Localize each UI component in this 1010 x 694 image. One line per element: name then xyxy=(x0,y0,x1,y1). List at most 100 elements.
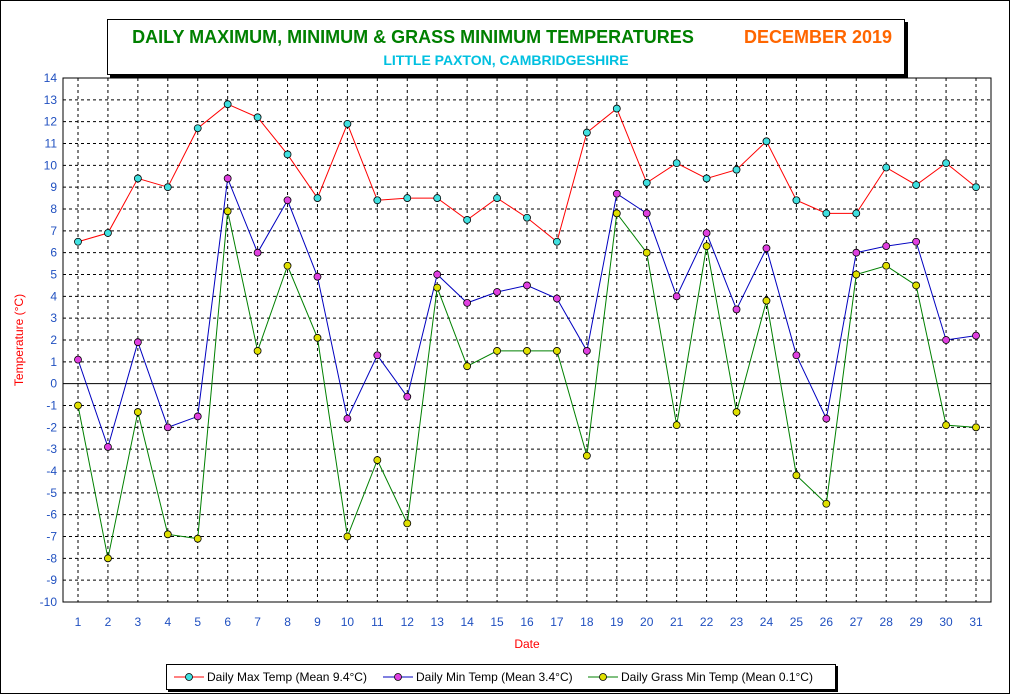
data-point xyxy=(672,421,681,430)
data-point xyxy=(553,294,561,303)
x-tick-label: 5 xyxy=(194,615,201,629)
data-point xyxy=(343,119,352,128)
x-tick-label: 15 xyxy=(490,615,504,629)
data-point xyxy=(133,338,142,347)
x-tick-label: 6 xyxy=(224,615,231,629)
data-point xyxy=(523,213,531,222)
y-tick-label: 2 xyxy=(50,333,57,347)
data-point xyxy=(313,194,322,202)
legend-swatch-min xyxy=(383,673,413,681)
data-point xyxy=(762,137,771,146)
y-tick-label: 4 xyxy=(50,289,57,303)
data-point xyxy=(642,248,651,257)
y-tick-label: -5 xyxy=(46,486,57,500)
x-tick-label: 22 xyxy=(700,615,714,629)
data-point xyxy=(223,174,232,183)
data-point xyxy=(672,159,681,168)
x-tick-label: 8 xyxy=(284,615,291,629)
series-2 xyxy=(74,207,980,563)
x-tick-label: 1 xyxy=(75,615,82,629)
legend-swatch-grass-min xyxy=(588,673,618,681)
data-point xyxy=(852,209,861,218)
data-point xyxy=(163,183,172,192)
x-tick-label: 11 xyxy=(371,615,384,629)
x-tick-label: 3 xyxy=(135,615,142,629)
data-point xyxy=(493,194,501,202)
data-point xyxy=(523,281,531,290)
y-tick-label: 13 xyxy=(44,93,58,107)
data-point xyxy=(313,333,322,342)
data-point xyxy=(582,347,591,355)
y-tick-label: 7 xyxy=(50,224,57,238)
y-tick-label: -1 xyxy=(46,399,57,413)
data-point xyxy=(104,443,112,451)
series-0 xyxy=(74,100,980,246)
grid-lines xyxy=(63,78,991,602)
data-point xyxy=(163,423,172,432)
data-point xyxy=(942,336,950,344)
data-point xyxy=(253,347,262,355)
x-axis-title: Date xyxy=(514,637,540,651)
y-tick-label: -9 xyxy=(46,573,57,587)
data-point xyxy=(433,270,442,279)
x-tick-label: 30 xyxy=(939,615,953,629)
y-tick-label: 0 xyxy=(50,377,57,391)
data-point xyxy=(822,414,831,423)
y-tick-label: 9 xyxy=(50,180,57,194)
data-point xyxy=(732,408,741,416)
data-point xyxy=(882,242,891,251)
y-tick-label: 3 xyxy=(50,311,57,325)
data-point xyxy=(313,272,322,281)
x-tick-label: 4 xyxy=(164,615,171,629)
data-point xyxy=(852,248,861,257)
data-point xyxy=(74,401,82,410)
y-tick-labels: -10-9-8-7-6-5-4-3-2-10123456789101112131… xyxy=(40,71,58,609)
y-tick-label: -7 xyxy=(46,530,57,544)
data-point xyxy=(403,392,412,401)
data-point xyxy=(612,104,621,113)
y-tick-label: 1 xyxy=(50,355,57,369)
data-point xyxy=(822,499,831,508)
y-axis-title: Temperature (°C) xyxy=(12,294,26,386)
series-1 xyxy=(74,174,980,451)
y-tick-label: -10 xyxy=(40,595,58,609)
x-tick-label: 2 xyxy=(105,615,112,629)
y-tick-label: -2 xyxy=(46,420,57,434)
title-box: DAILY MAXIMUM, MINIMUM & GRASS MINIMUM T… xyxy=(107,19,905,75)
data-point xyxy=(732,165,741,174)
x-tick-label: 23 xyxy=(730,615,744,629)
data-point xyxy=(223,207,232,216)
legend-swatch-max xyxy=(174,673,204,681)
data-point xyxy=(343,414,352,423)
data-point xyxy=(912,281,921,290)
data-point xyxy=(792,471,801,480)
data-point xyxy=(852,270,861,279)
data-point xyxy=(373,351,382,360)
data-point xyxy=(972,331,980,340)
data-point xyxy=(942,421,950,430)
data-series xyxy=(74,100,980,563)
x-tick-label: 10 xyxy=(341,615,355,629)
x-tick-label: 16 xyxy=(520,615,534,629)
legend-label-min: Daily Min Temp (Mean 3.4°C) xyxy=(416,670,573,684)
data-point xyxy=(493,288,501,296)
data-point xyxy=(104,229,112,237)
data-point xyxy=(373,196,382,205)
x-tick-label: 13 xyxy=(431,615,445,629)
x-tick-label: 19 xyxy=(610,615,624,629)
data-point xyxy=(792,351,801,360)
data-point xyxy=(463,362,472,371)
y-tick-label: -3 xyxy=(46,442,57,456)
x-tick-label: 24 xyxy=(760,615,774,629)
x-tick-label: 14 xyxy=(460,615,474,629)
data-point xyxy=(253,113,262,122)
data-point xyxy=(253,248,262,257)
data-point xyxy=(762,296,771,305)
data-point xyxy=(642,178,651,187)
data-point xyxy=(283,150,292,159)
x-tick-label: 25 xyxy=(790,615,804,629)
x-tick-label: 26 xyxy=(820,615,834,629)
data-point xyxy=(672,292,681,301)
data-point xyxy=(942,159,950,168)
